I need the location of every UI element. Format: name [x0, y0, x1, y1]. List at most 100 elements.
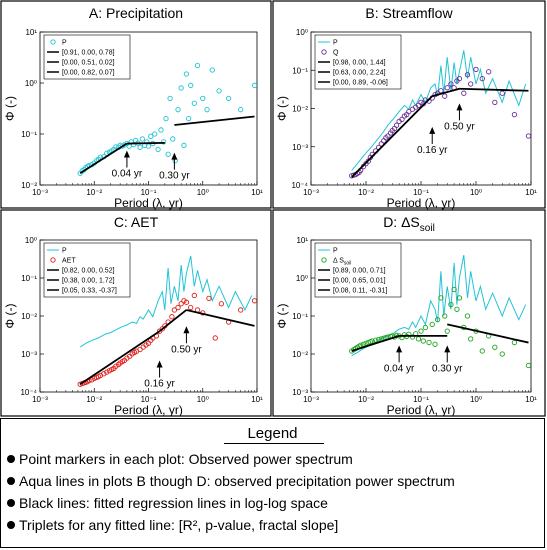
legend-entry-label: [0.00, 0.82, 0.07]	[62, 70, 115, 77]
legend-item-text: Aqua lines in plots B though D: observed…	[19, 473, 455, 489]
panel-title: A: Precipitation	[89, 5, 183, 21]
x-axis-label: Period (λ, yr)	[387, 403, 456, 417]
legend-entry-label: [0.38, 0.00, 1.72]	[62, 278, 115, 285]
data-point	[186, 115, 192, 122]
annotation-label: 0.30 yr	[159, 171, 190, 182]
fit-line	[174, 115, 255, 126]
legend-entry-label: [0.91, 0.00, 0.78]	[62, 50, 115, 57]
data-point	[171, 307, 178, 313]
annotation-label: 0.16 yr	[144, 378, 175, 389]
fit-line	[79, 142, 128, 175]
data-point	[409, 334, 416, 340]
y-tick-label: 10⁻²	[21, 181, 37, 190]
data-point	[238, 307, 244, 313]
arrow-head-icon	[396, 345, 403, 353]
data-point	[175, 107, 181, 113]
data-point	[191, 292, 197, 299]
data-point	[442, 313, 448, 319]
x-tick-label: 10⁰	[470, 188, 482, 197]
annotation-label: 0.30 yr	[432, 363, 463, 374]
data-point	[194, 62, 201, 69]
x-tick-label: 10⁻³	[303, 188, 319, 197]
legend-entry-label: [0.00, 0.65, 0.01]	[333, 278, 386, 285]
legend-item-text: Point markers in each plot: Observed pow…	[19, 451, 353, 467]
legend-entry-label: P	[62, 248, 67, 255]
legend-item-triplets: Triplets for any fitted line: [R², p-val…	[7, 514, 455, 536]
legend-entry-label: [0.05, 0.33, -0.37]	[62, 288, 117, 295]
x-tick-label: 10⁻¹	[413, 395, 429, 404]
legend-entry-label: Δ Ssoil	[333, 258, 351, 267]
x-axis-label: Period (λ, yr)	[114, 403, 183, 417]
data-point	[178, 85, 184, 91]
data-point	[432, 341, 438, 347]
data-point	[464, 72, 471, 78]
arrow-head-icon	[444, 345, 451, 353]
data-point	[155, 146, 161, 153]
legend-entry-label: [0.08, 0.11, -0.31]	[333, 288, 387, 295]
data-point	[133, 137, 139, 144]
panel-title: B: Streamflow	[365, 5, 453, 21]
legend-entry-label: P	[62, 40, 67, 47]
x-tick-label: 10⁰	[197, 188, 209, 197]
x-tick-label: 10⁻³	[303, 395, 319, 404]
data-point	[369, 338, 375, 344]
data-point	[104, 369, 110, 375]
data-point	[393, 122, 400, 128]
x-tick-label: 10¹	[251, 188, 263, 197]
x-tick-label: 10⁻²	[86, 395, 102, 404]
data-point	[456, 75, 463, 82]
data-point	[209, 67, 215, 73]
annotation-label: 0.50 yr	[444, 121, 475, 132]
y-tick-label: 10⁻⁴	[20, 388, 37, 397]
legend-title-underline	[224, 443, 324, 444]
data-point	[442, 93, 448, 99]
data-point	[188, 82, 194, 88]
data-point	[218, 301, 224, 307]
data-layer	[349, 50, 531, 179]
legend-marker-icon	[50, 257, 56, 263]
data-point	[163, 115, 169, 122]
y-tick-label: 10¹	[296, 236, 308, 245]
data-point	[499, 90, 505, 96]
data-point	[420, 338, 426, 344]
data-point	[479, 75, 485, 82]
y-tick-label: 10⁰	[25, 79, 37, 88]
legend-entry-label: P	[333, 40, 338, 47]
legend-entry-label: [0.89, 0.00, 0.71]	[333, 268, 386, 275]
legend-marker-icon	[321, 49, 327, 55]
data-point	[492, 344, 498, 350]
data-point	[456, 295, 463, 301]
data-point	[169, 314, 175, 320]
data-point	[438, 88, 444, 94]
data-point	[473, 66, 479, 73]
legend-entry-label: [0.63, 0.00, 2.24]	[333, 70, 386, 77]
y-tick-label: 10¹	[25, 28, 37, 37]
panel-title: C: AET	[114, 214, 159, 230]
data-point	[438, 295, 444, 301]
x-tick-label: 10⁻¹	[141, 188, 157, 197]
data-point	[461, 90, 467, 96]
data-point	[175, 304, 181, 311]
data-point	[492, 99, 498, 106]
data-point	[464, 313, 471, 319]
data-point	[385, 133, 391, 139]
data-point	[415, 336, 422, 342]
bullet-icon	[7, 499, 15, 507]
x-tick-label: 10⁻²	[86, 188, 102, 197]
y-tick-label: 10⁻²	[292, 105, 308, 114]
data-point	[434, 317, 441, 323]
data-point	[165, 151, 171, 157]
x-tick-label: 10¹	[525, 395, 537, 404]
arrow-head-icon	[171, 152, 178, 160]
y-tick-label: 10⁻³	[21, 350, 37, 359]
data-point	[251, 298, 257, 304]
data-point	[525, 133, 531, 139]
legend-item-text: Black lines: fitted regression lines in …	[19, 495, 328, 511]
legend-marker-icon	[50, 39, 56, 45]
data-point	[406, 108, 412, 115]
data-point	[426, 339, 432, 346]
x-tick-label: 10⁻²	[358, 395, 374, 404]
data-point	[152, 131, 158, 137]
x-tick-label: 10⁻²	[358, 188, 374, 197]
data-point	[139, 136, 145, 142]
